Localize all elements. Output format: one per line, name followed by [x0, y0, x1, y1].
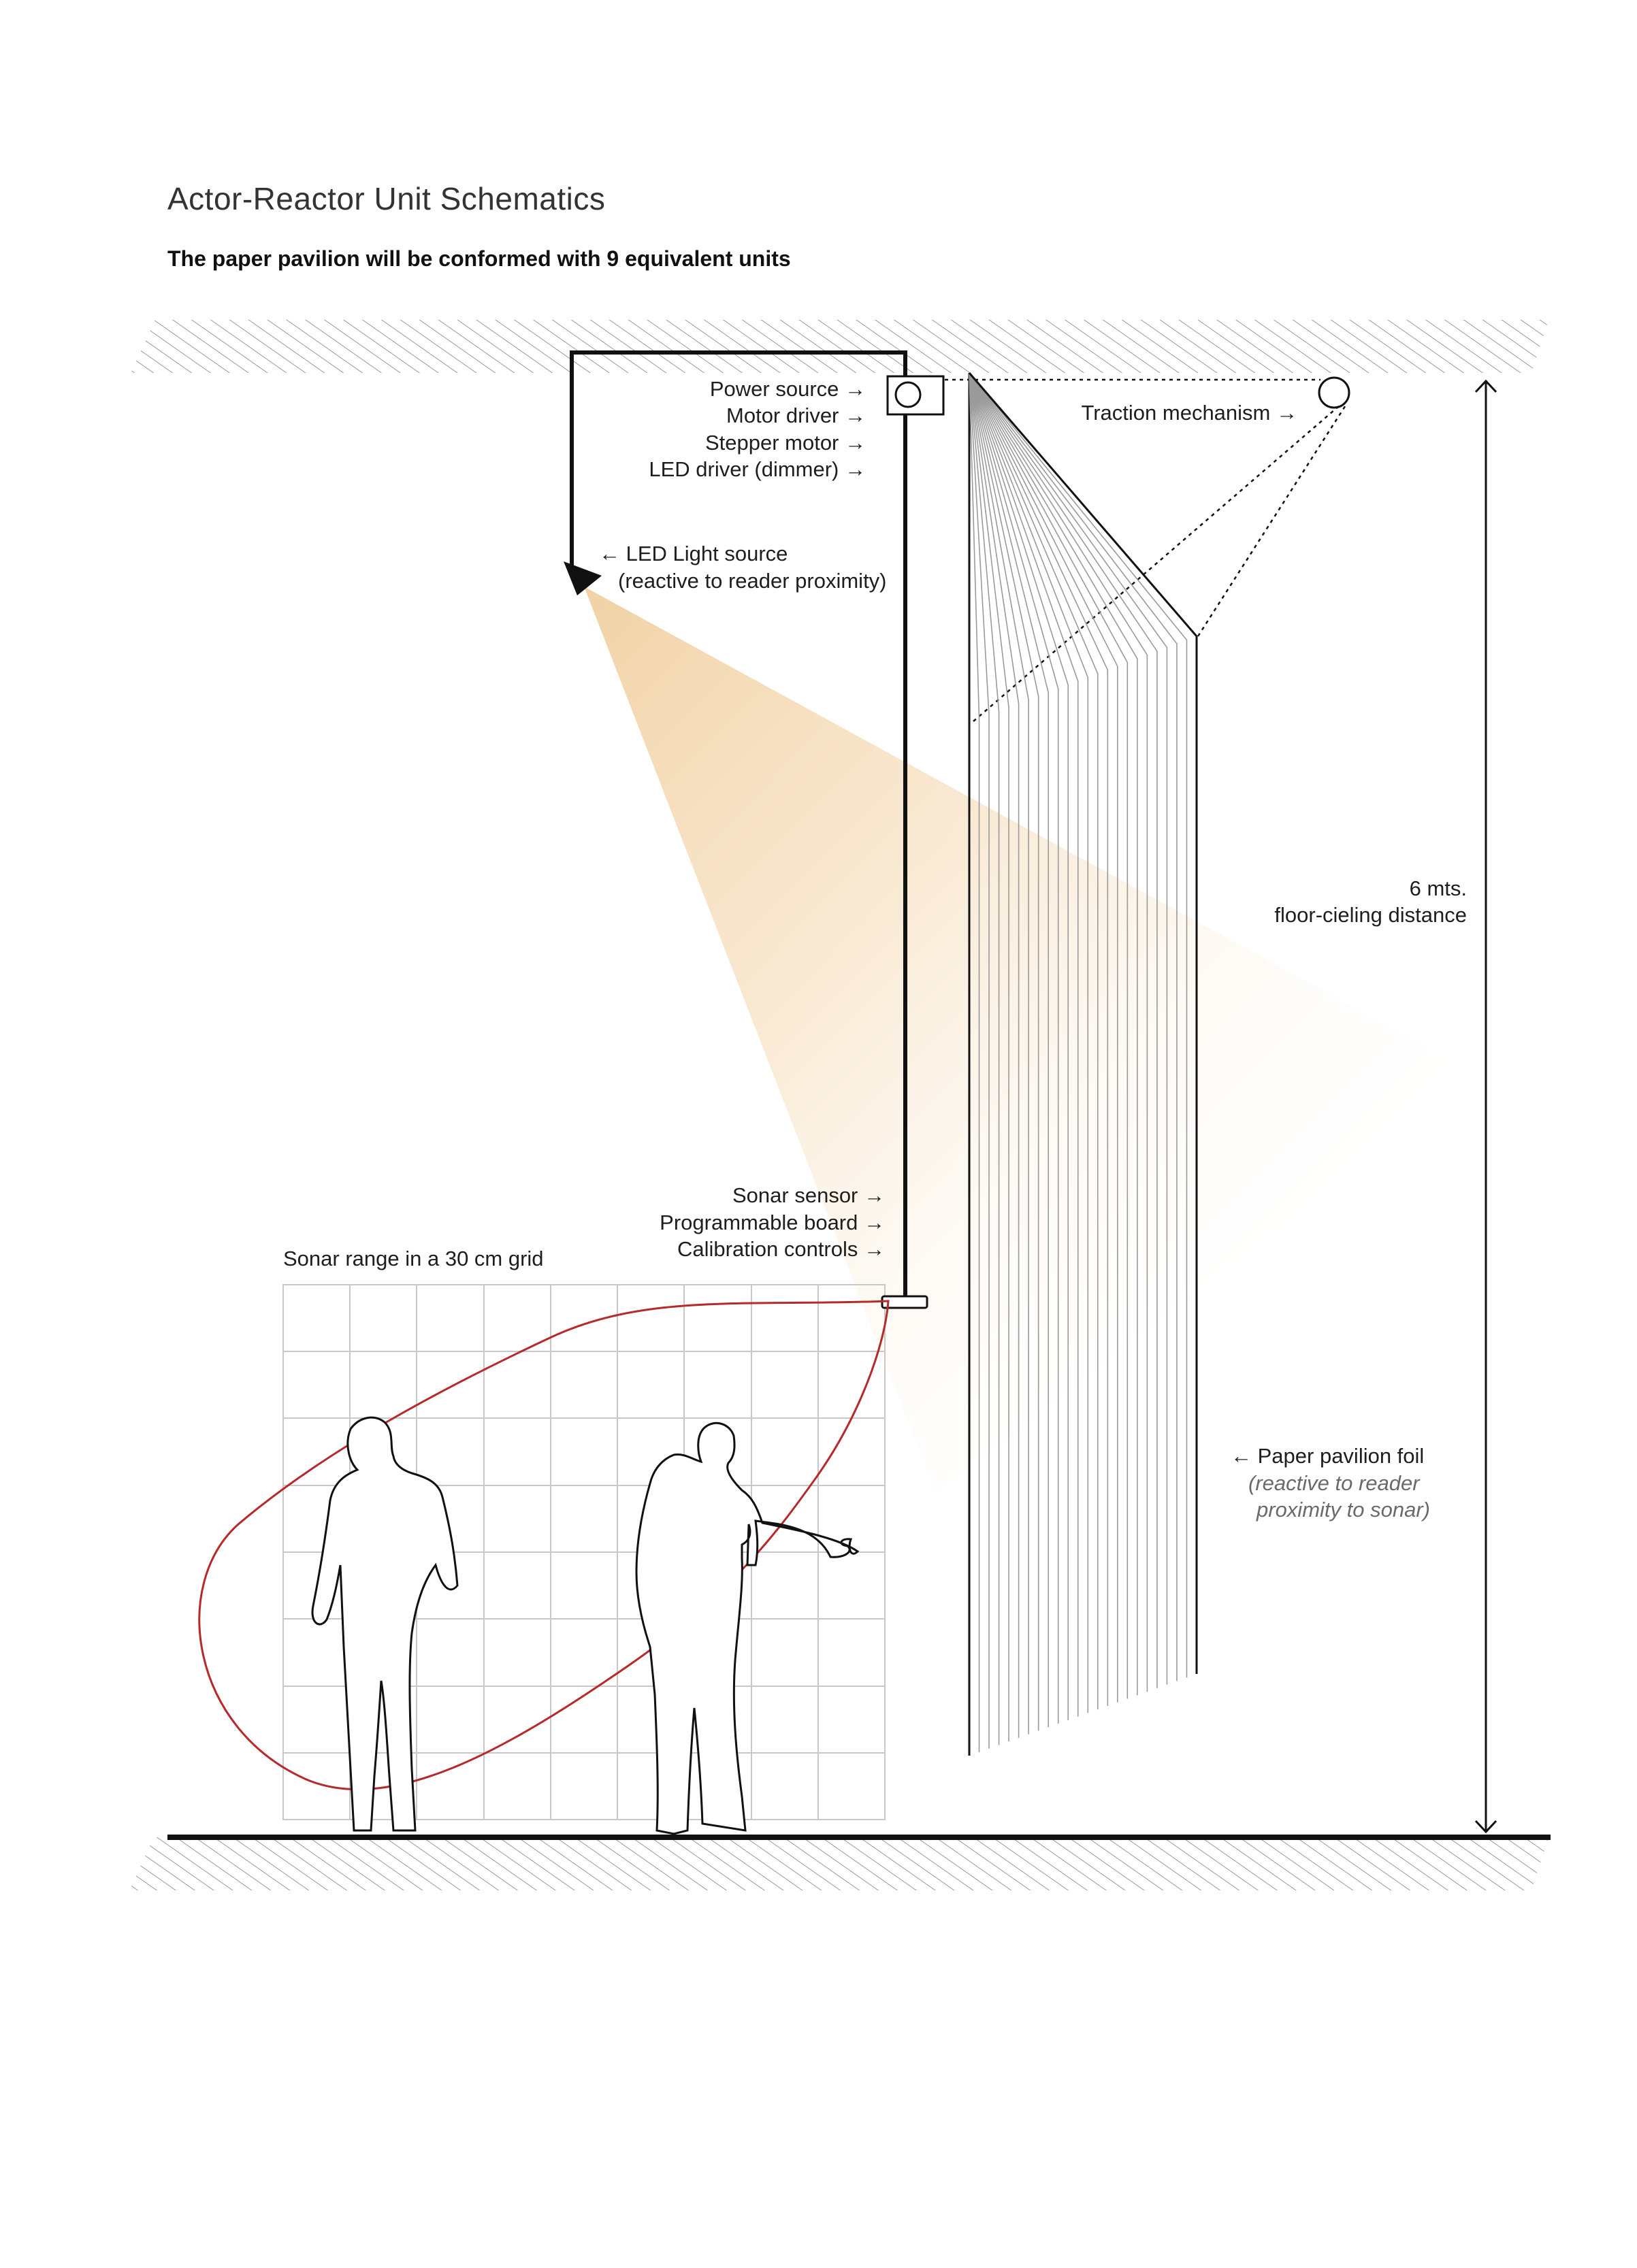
paper-pavilion-foil: [968, 372, 1198, 1756]
foil-strip: [969, 372, 1168, 1685]
foil-strip: [969, 372, 1178, 1681]
ceiling-hatch: [131, 320, 1549, 373]
person-pointing-silhouette: [635, 1421, 860, 1835]
label-distance-desc: floor-cieling distance: [1274, 903, 1467, 927]
component-labels: Power source → Motor driver → Stepper mo…: [283, 377, 1467, 1522]
sonar-range-loop: [198, 1300, 890, 1791]
foil-strip: [969, 372, 1138, 1696]
label-led-light-source: ← LED Light source: [599, 542, 788, 565]
foil-strip: [969, 372, 990, 1749]
label-paper-foil-detail-1: (reactive to reader: [1248, 1471, 1421, 1495]
traction-pulley-icon: [1318, 376, 1350, 409]
label-traction-mechanism: Traction mechanism →: [1081, 401, 1297, 425]
foil-strip: [969, 372, 1020, 1738]
label-motor-driver: Motor driver →: [726, 404, 866, 427]
foil-strip: [969, 372, 1109, 1706]
foil-strip: [969, 372, 1009, 1742]
label-sonar-range: Sonar range in a 30 cm grid: [283, 1247, 544, 1270]
label-led-driver: LED driver (dimmer) →: [649, 457, 866, 481]
label-paper-foil: ← Paper pavilion foil: [1231, 1444, 1424, 1468]
height-dimension: [1474, 379, 1497, 1834]
foil-strip: [969, 372, 1049, 1728]
label-programmable-board: Programmable board →: [660, 1211, 885, 1234]
led-light-source: [564, 561, 602, 595]
label-stepper-motor: Stepper motor →: [705, 431, 866, 455]
foil-strip: [969, 372, 1089, 1713]
foil-strip: [969, 372, 1039, 1731]
foil-strip: [969, 372, 1069, 1720]
floor-hatch: [129, 1837, 1549, 1890]
page-title: Actor-Reactor Unit Schematics: [167, 181, 606, 216]
foil-strip: [969, 372, 1129, 1699]
label-paper-foil-detail-2: proximity to sonar): [1256, 1498, 1430, 1522]
foil-strip: [969, 372, 1029, 1735]
foil-strip: [969, 372, 1148, 1692]
foil-strip: [969, 372, 980, 1752]
foil-strip: [969, 372, 1059, 1724]
foil-strip: [968, 372, 1198, 1674]
support-frame: [570, 350, 907, 1296]
foil-strip: [969, 372, 1118, 1703]
stepper-motor-icon: [894, 381, 922, 408]
traction-cables: [945, 378, 1348, 722]
foil-strip: [969, 372, 1188, 1678]
label-sonar-sensor: Sonar sensor →: [732, 1183, 885, 1207]
label-calibration-controls: Calibration controls →: [677, 1237, 885, 1261]
label-power-source: Power source →: [710, 377, 866, 401]
person-standing-silhouette: [311, 1416, 459, 1832]
label-distance-value: 6 mts.: [1410, 876, 1467, 900]
page-subtitle: The paper pavilion will be conformed wit…: [167, 246, 791, 271]
foil-strip: [969, 372, 1099, 1710]
foil-strip: [969, 372, 1158, 1688]
foil-strip: [969, 372, 1079, 1717]
label-led-light-detail: (reactive to reader proximity): [618, 569, 887, 593]
light-cone: [584, 587, 1480, 1494]
foil-strip: [969, 372, 1000, 1745]
